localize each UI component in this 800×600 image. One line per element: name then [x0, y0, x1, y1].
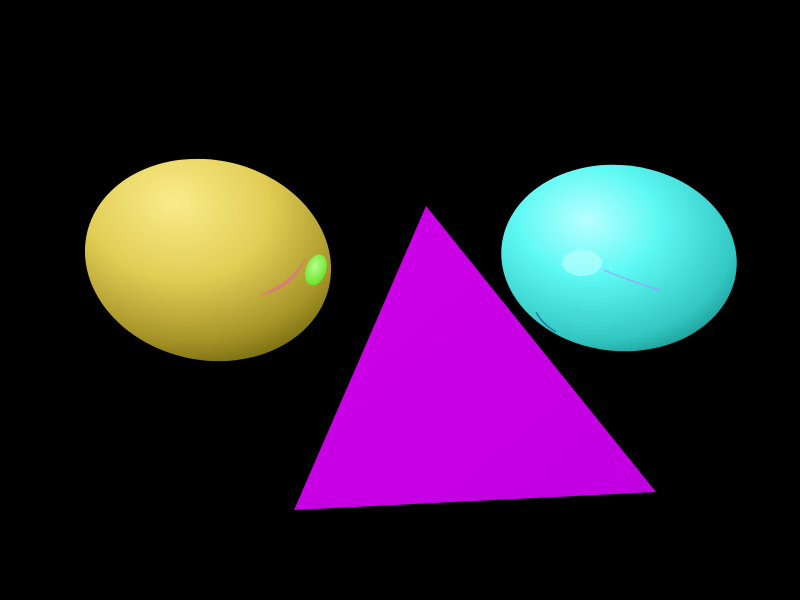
magenta-triangle — [294, 206, 656, 510]
yellow-ellipsoid — [84, 158, 332, 362]
cyan-shadow-streak — [535, 311, 557, 333]
cyan-specular-highlight — [562, 250, 602, 276]
cyan-ellipsoid — [501, 164, 737, 352]
cyan-reflection-streak — [603, 269, 661, 291]
green-reflection — [305, 254, 327, 286]
